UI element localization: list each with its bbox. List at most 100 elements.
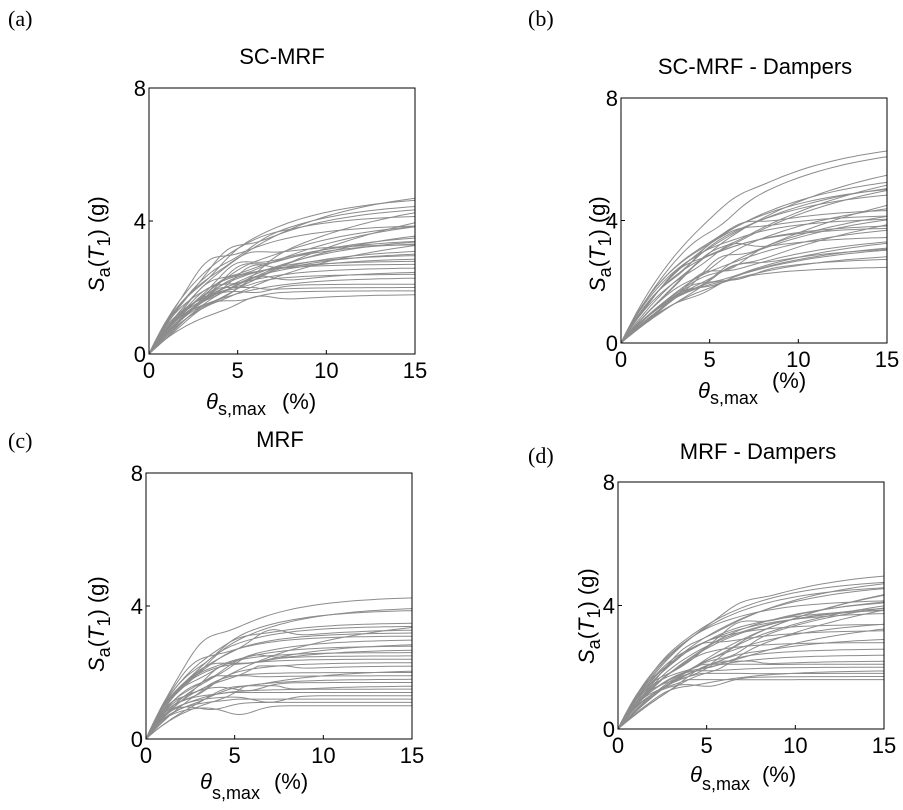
- x-tick-label: 15: [875, 347, 899, 372]
- response-curve: [148, 199, 416, 355]
- x-tick-label: 5: [232, 358, 244, 383]
- x-axis-subscript: s,max: [702, 774, 750, 794]
- response-curve: [620, 229, 888, 344]
- y-axis-unit: (g): [84, 576, 109, 603]
- y-axis-close-paren: ): [574, 601, 599, 608]
- y-tick-labels: 0 4 8: [603, 470, 622, 742]
- y-axis-sub-1: 1: [595, 237, 615, 247]
- x-tick-label: 5: [229, 743, 241, 768]
- x-axis-symbol: θ: [698, 378, 710, 403]
- x-axis-symbol: θ: [690, 762, 702, 787]
- response-curve: [145, 608, 413, 740]
- y-tick-label: 0: [603, 717, 615, 742]
- x-tick-labels: 0 5 10 15: [615, 339, 899, 372]
- response-curve: [148, 237, 416, 355]
- x-tick-label: 0: [143, 358, 155, 383]
- response-curve: [145, 670, 413, 740]
- y-axis-T: T: [84, 625, 109, 640]
- x-axis-label: θs,max (%): [690, 762, 796, 794]
- response-curve: [148, 197, 416, 355]
- x-tick-label: 10: [311, 743, 335, 768]
- y-tick-label: 8: [131, 461, 143, 486]
- response-curve: [145, 678, 413, 740]
- x-axis-unit: (%): [274, 769, 308, 794]
- y-tick-labels: 0 4 8: [606, 86, 625, 356]
- y-axis-label: Sa(T1) (g): [84, 576, 114, 672]
- curves: [148, 197, 416, 355]
- x-axis-unit: (%): [762, 762, 796, 787]
- x-axis-subscript: s,max: [212, 783, 260, 803]
- x-tick-labels: 0 5 10 15: [140, 735, 424, 768]
- response-curve: [148, 209, 416, 355]
- panel-a: (a) SC-MRF 0 5 10 15 0 4 8 θs,max (%) Sa(T1) (g…: [8, 6, 427, 419]
- response-curve: [620, 174, 888, 344]
- panel-label: (d): [528, 443, 554, 468]
- y-tick-label: 4: [134, 209, 146, 234]
- x-tick-label: 5: [704, 347, 716, 372]
- y-axis-T: T: [574, 617, 599, 632]
- x-tick-label: 10: [314, 358, 338, 383]
- x-axis-unit: (%): [772, 368, 806, 393]
- y-axis-sub-1: 1: [94, 237, 114, 247]
- response-curve: [620, 150, 888, 344]
- response-curve: [620, 156, 888, 344]
- y-axis-open-paren: (: [84, 259, 109, 267]
- response-curve: [145, 682, 412, 740]
- response-curve: [617, 609, 885, 730]
- response-curve: [620, 210, 888, 344]
- response-curve: [148, 212, 416, 355]
- response-curve: [148, 235, 416, 355]
- y-tick-label: 0: [606, 331, 618, 356]
- response-curve: [145, 627, 413, 740]
- response-curve: [145, 698, 412, 740]
- x-tick-label: 0: [140, 743, 152, 768]
- y-axis-sub-a: a: [595, 266, 615, 277]
- x-axis-subscript: s,max: [218, 399, 266, 419]
- panel-label: (c): [8, 428, 32, 453]
- x-axis-symbol: θ: [206, 389, 218, 414]
- response-curve: [148, 225, 416, 355]
- y-tick-label: 0: [134, 342, 146, 367]
- curves: [620, 150, 888, 344]
- y-tick-label: 4: [603, 594, 615, 619]
- x-axis-label: θs,max (%): [200, 769, 308, 803]
- response-curve: [145, 597, 413, 740]
- x-tick-label: 10: [783, 733, 807, 758]
- y-axis-label: Sa(T1) (g): [84, 196, 114, 292]
- response-curve: [620, 258, 888, 344]
- response-curve: [148, 294, 416, 355]
- y-axis-sub-a: a: [584, 638, 604, 649]
- x-axis-unit: (%): [282, 389, 316, 414]
- response-curve: [617, 600, 885, 730]
- y-axis-sub-a: a: [94, 646, 114, 657]
- chart-title: MRF - Dampers: [680, 439, 836, 464]
- response-curve: [148, 244, 416, 355]
- response-curve: [620, 248, 888, 344]
- response-curve: [617, 587, 885, 730]
- x-tick-labels: 0 5 10 15: [143, 350, 427, 383]
- response-curve: [617, 575, 885, 730]
- curves: [617, 575, 885, 730]
- y-axis-sub-1: 1: [94, 617, 114, 627]
- response-curve: [145, 685, 412, 740]
- x-tick-label: 15: [403, 358, 427, 383]
- x-tick-label: 0: [615, 347, 627, 372]
- response-curve: [145, 705, 412, 740]
- y-axis-open-paren: (: [84, 639, 109, 647]
- response-curve: [145, 649, 413, 740]
- y-axis-close-paren: ): [84, 609, 109, 616]
- panel-label: (a): [8, 6, 32, 31]
- x-tick-label: 5: [701, 733, 713, 758]
- response-curve: [620, 208, 888, 344]
- y-tick-label: 4: [606, 209, 618, 234]
- response-curve: [148, 226, 416, 355]
- x-axis-symbol: θ: [200, 769, 212, 794]
- response-curve: [148, 240, 416, 355]
- x-tick-label: 10: [786, 347, 810, 372]
- panel-c: (c) MRF 0 5 10 15 0 4 8 θs,max (%) Sa(T1) (g): [8, 427, 424, 803]
- y-tick-label: 8: [606, 86, 618, 111]
- response-curve: [620, 241, 888, 344]
- response-curve: [617, 583, 885, 730]
- y-axis-unit: (g): [574, 568, 599, 595]
